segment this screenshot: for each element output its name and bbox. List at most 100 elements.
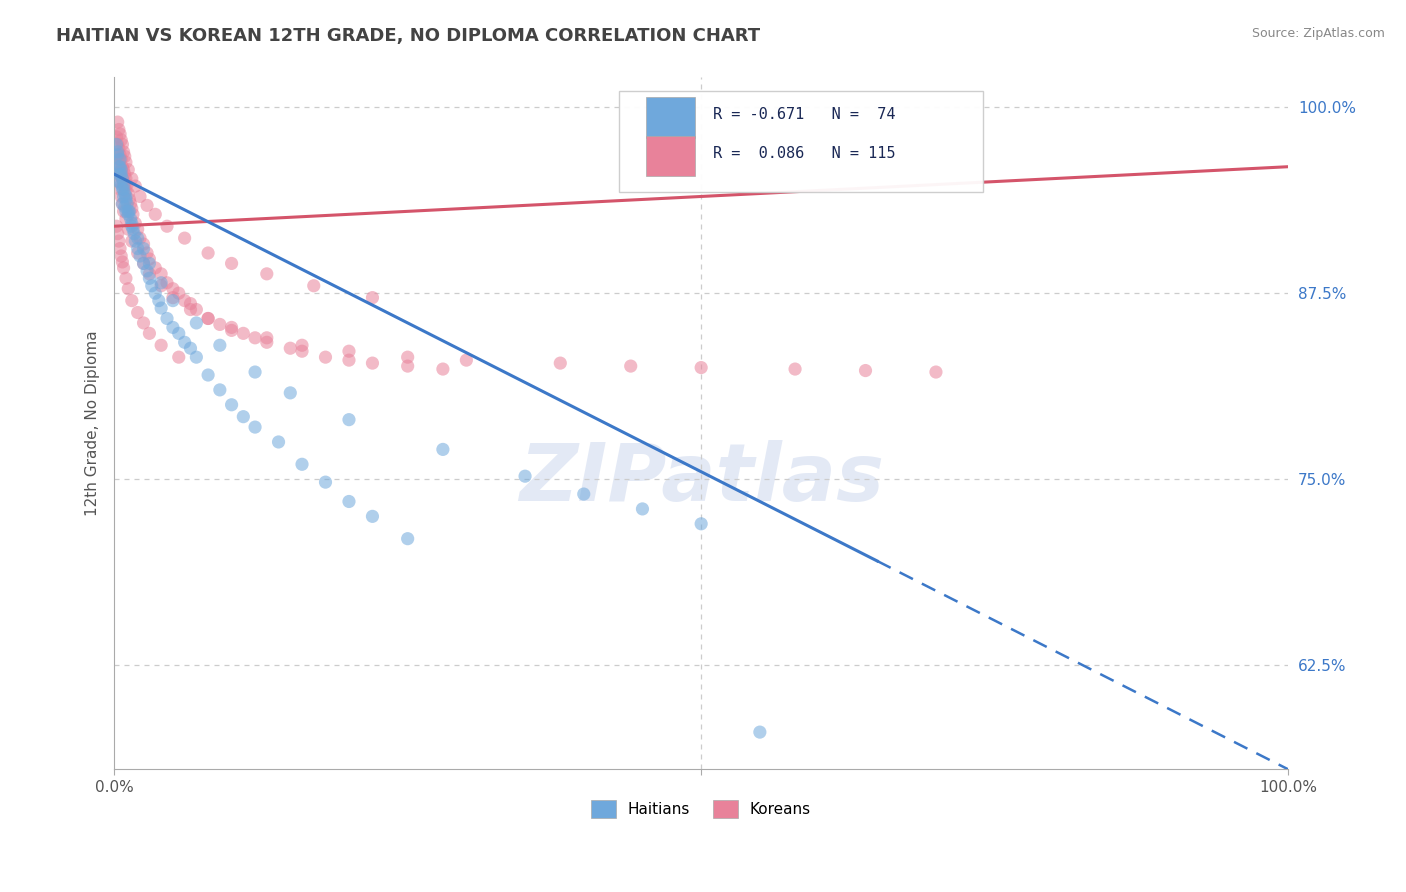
Point xyxy=(156,311,179,326)
Point xyxy=(127,246,149,260)
Point xyxy=(208,383,231,397)
FancyBboxPatch shape xyxy=(619,91,983,192)
Point xyxy=(150,338,173,352)
Point xyxy=(115,184,138,198)
Point xyxy=(150,278,173,293)
Point xyxy=(118,204,141,219)
Point xyxy=(129,189,152,203)
Point xyxy=(291,344,314,359)
Point xyxy=(117,186,139,201)
Point xyxy=(112,182,135,196)
Point xyxy=(112,204,135,219)
Point xyxy=(122,207,145,221)
Point xyxy=(115,271,138,285)
Point xyxy=(121,171,143,186)
Point xyxy=(108,148,131,162)
Point xyxy=(107,167,129,181)
Point xyxy=(141,278,163,293)
Point xyxy=(112,189,135,203)
Point xyxy=(108,175,131,189)
Point xyxy=(162,282,184,296)
Point xyxy=(267,434,290,449)
Point xyxy=(120,211,142,226)
Point xyxy=(208,338,231,352)
Point xyxy=(108,127,131,141)
Point xyxy=(117,282,139,296)
Point xyxy=(179,341,201,355)
Point xyxy=(115,211,138,226)
Point xyxy=(156,276,179,290)
Point xyxy=(112,175,135,189)
Point xyxy=(572,487,595,501)
Point xyxy=(396,350,419,364)
Point xyxy=(221,256,243,270)
Point xyxy=(173,293,195,308)
Point xyxy=(117,207,139,221)
Point xyxy=(173,335,195,350)
Point xyxy=(548,356,571,370)
Point xyxy=(156,219,179,234)
Point xyxy=(108,153,131,167)
Point xyxy=(620,359,643,373)
Point xyxy=(115,197,138,211)
Point xyxy=(143,260,166,275)
Point xyxy=(108,160,131,174)
Point xyxy=(120,197,142,211)
Point xyxy=(114,179,136,194)
Point xyxy=(221,398,243,412)
Point xyxy=(291,458,314,472)
Point xyxy=(396,532,419,546)
Point xyxy=(108,160,131,174)
Point xyxy=(197,246,219,260)
Point xyxy=(783,362,806,376)
Point xyxy=(748,725,770,739)
Point xyxy=(108,182,131,196)
Point xyxy=(138,326,160,341)
Point xyxy=(179,302,201,317)
Point xyxy=(150,301,173,315)
Point xyxy=(127,222,149,236)
Y-axis label: 12th Grade, No Diploma: 12th Grade, No Diploma xyxy=(86,331,100,516)
Point xyxy=(114,200,136,214)
Point xyxy=(337,353,360,368)
Point xyxy=(112,260,135,275)
Point xyxy=(167,350,190,364)
Point xyxy=(302,278,325,293)
Point xyxy=(121,219,143,234)
Point xyxy=(143,286,166,301)
Point xyxy=(129,249,152,263)
Bar xyxy=(645,136,696,177)
Point xyxy=(108,153,131,167)
Point xyxy=(138,252,160,266)
Point xyxy=(361,356,384,370)
Point xyxy=(121,216,143,230)
Point xyxy=(117,204,139,219)
Point xyxy=(337,494,360,508)
Text: R =  0.086   N = 115: R = 0.086 N = 115 xyxy=(713,146,896,161)
Point xyxy=(197,311,219,326)
Point xyxy=(111,255,134,269)
Point xyxy=(107,148,129,162)
Point xyxy=(110,164,132,178)
Point xyxy=(243,420,266,434)
Point xyxy=(108,167,131,181)
Point xyxy=(291,338,314,352)
Legend: Haitians, Koreans: Haitians, Koreans xyxy=(585,794,817,824)
Point xyxy=(173,231,195,245)
Point xyxy=(110,133,132,147)
Point xyxy=(111,171,134,186)
Point xyxy=(115,193,138,207)
Point xyxy=(150,276,173,290)
Point xyxy=(278,385,301,400)
Point xyxy=(143,207,166,221)
Point xyxy=(108,242,131,256)
Point xyxy=(105,137,128,152)
Point xyxy=(232,409,254,424)
Point xyxy=(132,237,155,252)
Point xyxy=(138,271,160,285)
Point xyxy=(167,286,190,301)
Point xyxy=(136,246,159,260)
Point xyxy=(115,189,138,203)
Point xyxy=(108,160,131,174)
Point xyxy=(121,293,143,308)
